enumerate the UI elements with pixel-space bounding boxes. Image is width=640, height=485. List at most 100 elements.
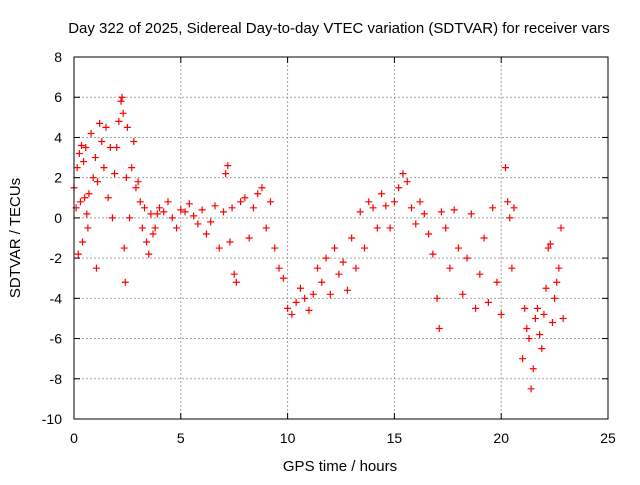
data-point (134, 178, 142, 186)
data-point (510, 204, 518, 212)
data-point (245, 234, 253, 242)
data-point (521, 304, 529, 312)
data-point (437, 208, 445, 216)
y-tick-label: 4 (54, 129, 62, 145)
data-point (504, 198, 512, 206)
data-point (230, 270, 238, 278)
data-point (544, 244, 552, 252)
data-point (207, 218, 215, 226)
data-point (546, 240, 554, 248)
data-point (331, 244, 339, 252)
data-point (557, 224, 565, 232)
data-point (121, 278, 129, 286)
data-point (395, 184, 403, 192)
data-point (420, 210, 428, 218)
data-point (102, 123, 110, 131)
data-point (373, 224, 381, 232)
data-point (145, 250, 153, 258)
data-point (164, 198, 172, 206)
data-point (378, 190, 386, 198)
data-point (399, 170, 407, 178)
data-point (87, 129, 95, 137)
axis-ticks: 0 5 10 15 20 25 -10 -8 -6 -4 -2 0 2 4 6 8 (42, 49, 616, 446)
data-point (356, 208, 364, 216)
data-point (128, 164, 136, 172)
data-point (123, 123, 131, 131)
data-point (92, 264, 100, 272)
data-point (140, 204, 148, 212)
data-point (288, 310, 296, 318)
data-series-vars (70, 93, 567, 393)
data-point (309, 290, 317, 298)
data-point (519, 355, 527, 363)
data-point (551, 294, 559, 302)
data-point (249, 204, 257, 212)
data-point (80, 158, 88, 166)
data-point (480, 234, 488, 242)
data-point (115, 117, 123, 125)
data-point (318, 278, 326, 286)
data-point (435, 325, 443, 332)
data-point (314, 264, 322, 272)
data-point (106, 144, 114, 151)
data-point (472, 304, 480, 312)
data-point (369, 204, 377, 212)
data-point (151, 224, 159, 232)
data-point (77, 141, 85, 149)
data-point (211, 202, 219, 210)
data-point (190, 212, 198, 220)
data-point (360, 244, 368, 252)
data-point (153, 210, 161, 218)
data-point (96, 119, 104, 127)
data-point (305, 306, 313, 314)
data-point (202, 230, 210, 238)
chart-title: Day 322 of 2025, Sidereal Day-to-day VTE… (68, 20, 610, 37)
plot-frame (73, 56, 609, 420)
data-point (194, 220, 202, 228)
data-point (113, 144, 121, 151)
data-point (222, 170, 230, 178)
data-point (89, 174, 97, 182)
data-point (555, 264, 563, 272)
data-point (117, 97, 125, 105)
data-point (100, 164, 108, 172)
data-point (527, 385, 535, 393)
data-point (493, 278, 501, 286)
data-point (459, 290, 467, 298)
y-tick-label: 8 (54, 49, 62, 65)
x-tick-label: 10 (280, 430, 296, 446)
x-tick-label: 0 (70, 430, 78, 446)
data-point (254, 190, 262, 198)
x-tick-label: 25 (600, 430, 616, 446)
data-point (73, 164, 81, 172)
data-point (540, 310, 548, 318)
data-point (412, 220, 420, 228)
data-point (120, 244, 128, 252)
data-point (497, 310, 505, 318)
data-point (82, 144, 90, 151)
data-point (553, 278, 561, 286)
data-point (284, 304, 292, 312)
data-point (476, 270, 484, 278)
data-point (119, 109, 127, 117)
data-point (326, 290, 334, 298)
data-point (348, 234, 356, 242)
data-point (386, 224, 394, 232)
data-point (147, 210, 155, 218)
data-point (85, 190, 93, 198)
data-point (104, 194, 112, 202)
data-point (224, 162, 232, 170)
data-point (130, 137, 138, 145)
data-point (160, 208, 168, 216)
data-point (138, 224, 146, 232)
data-point (416, 198, 424, 206)
data-point (177, 206, 185, 214)
y-tick-label: -2 (50, 250, 63, 266)
data-point (559, 314, 567, 322)
data-point (271, 244, 279, 252)
data-point (149, 230, 157, 238)
data-point (136, 198, 144, 206)
data-point (93, 178, 101, 186)
